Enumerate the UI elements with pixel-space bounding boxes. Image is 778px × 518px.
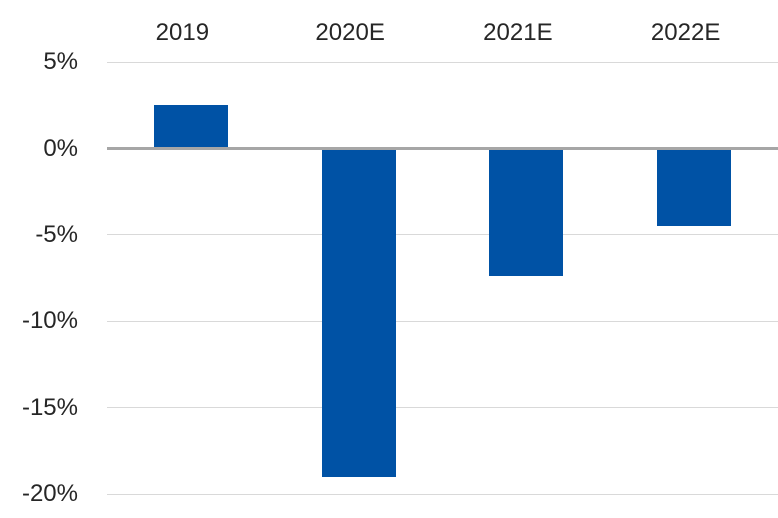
bar-2021E — [489, 148, 564, 277]
y-axis-tick-label: 0% — [43, 134, 78, 162]
category-label-2021E: 2021E — [483, 19, 553, 46]
category-label-2022E: 2022E — [650, 19, 721, 46]
category-label-2019: 2019 — [155, 19, 210, 46]
bar-2020E — [321, 148, 396, 477]
y-axis-tick-label: -10% — [21, 307, 78, 335]
bar-2022E — [657, 148, 732, 227]
y-axis-tick-label: 5% — [43, 48, 78, 76]
y-axis-tick-label: -20% — [21, 480, 78, 508]
gridline--15pct — [107, 407, 778, 409]
gridline--20pct — [107, 493, 778, 495]
bar-2019 — [153, 105, 228, 149]
zero-axis-line — [107, 147, 778, 150]
y-axis-tick-label: -15% — [21, 393, 78, 421]
gridline--5pct — [107, 234, 778, 236]
gridline--10pct — [107, 320, 778, 322]
gridline-5pct — [107, 61, 778, 63]
y-axis-tick-label: -5% — [35, 220, 78, 248]
category-label-2020E: 2020E — [315, 19, 385, 46]
